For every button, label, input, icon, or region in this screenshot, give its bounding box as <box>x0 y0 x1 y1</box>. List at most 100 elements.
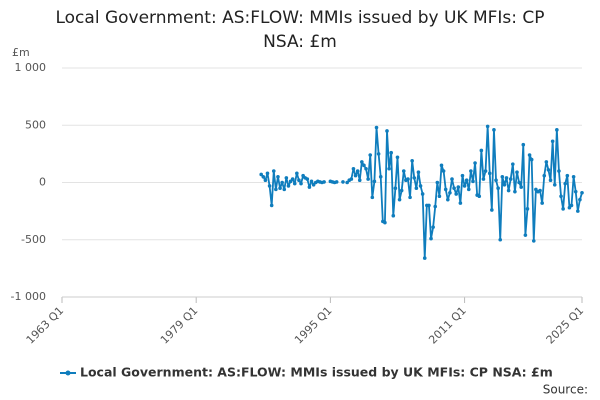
legend-label: Local Government: AS:FLOW: MMIs issued b… <box>80 365 553 380</box>
data-point <box>542 173 547 178</box>
data-point <box>565 173 570 178</box>
data-point <box>508 177 513 181</box>
data-point <box>378 174 383 179</box>
data-point <box>435 180 440 185</box>
data-point <box>479 148 484 153</box>
data-point <box>521 142 526 147</box>
data-point <box>290 177 295 181</box>
data-point <box>372 179 377 184</box>
data-point <box>473 161 477 165</box>
data-point <box>550 139 555 144</box>
data-point <box>401 169 406 173</box>
data-point <box>259 172 263 177</box>
data-point <box>429 236 433 241</box>
data-point <box>525 207 530 211</box>
x-tick-label: 1995 Q1 <box>292 304 335 347</box>
data-point <box>519 185 523 189</box>
data-point <box>456 185 461 189</box>
data-point <box>448 191 452 195</box>
data-point <box>389 150 393 155</box>
data-point <box>276 174 280 179</box>
legend-marker <box>65 370 71 376</box>
data-point <box>341 180 345 184</box>
data-point <box>534 187 538 192</box>
data-point <box>271 169 276 173</box>
data-point <box>452 186 456 191</box>
data-point <box>357 178 362 183</box>
data-point <box>360 160 364 164</box>
data-point <box>567 205 572 210</box>
data-point <box>301 173 305 178</box>
data-point <box>446 197 450 202</box>
data-point <box>502 182 507 187</box>
data-point <box>282 187 287 192</box>
y-tick-label: 500 <box>25 118 46 131</box>
data-point <box>559 194 563 199</box>
data-point <box>538 188 542 193</box>
data-point <box>307 185 312 189</box>
data-point <box>427 203 431 208</box>
data-point <box>552 182 557 187</box>
data-point <box>391 213 396 218</box>
data-point <box>422 256 427 260</box>
data-point <box>362 163 366 168</box>
data-point <box>288 179 293 184</box>
data-point <box>345 180 349 185</box>
data-point <box>443 187 448 192</box>
data-point <box>487 171 492 176</box>
data-point <box>477 194 482 199</box>
data-point <box>410 158 414 163</box>
data-point <box>546 168 551 172</box>
data-point <box>555 128 559 132</box>
data-point <box>280 180 284 185</box>
data-point <box>540 201 544 205</box>
data-point <box>450 177 454 181</box>
data-point <box>284 176 289 180</box>
y-tick-label: 0 <box>39 176 46 189</box>
data-point <box>351 166 356 171</box>
data-point <box>353 173 358 178</box>
x-tick-label: 2011 Q1 <box>426 304 469 347</box>
data-point <box>523 233 528 237</box>
data-point <box>322 180 326 184</box>
data-point <box>334 180 339 184</box>
x-tick-label: 1979 Q1 <box>158 304 201 347</box>
data-point <box>412 176 417 180</box>
data-point <box>494 178 498 183</box>
data-point <box>571 174 576 179</box>
data-point <box>492 128 496 132</box>
data-point <box>368 153 373 157</box>
data-point <box>418 184 423 188</box>
data-point <box>580 191 584 195</box>
data-point <box>261 174 266 179</box>
data-point <box>408 195 412 200</box>
data-point <box>483 169 488 173</box>
data-point <box>464 178 469 183</box>
data-point <box>496 186 500 191</box>
source: Source: <box>543 383 588 397</box>
data-point <box>397 197 402 202</box>
data-point <box>578 197 582 202</box>
data-point <box>462 184 467 188</box>
data-point <box>471 179 475 184</box>
data-point <box>311 182 316 187</box>
data-point <box>576 209 580 213</box>
data-point <box>349 177 354 181</box>
data-point <box>364 166 368 171</box>
data-point <box>573 189 578 194</box>
data-point <box>437 194 442 199</box>
data-point <box>286 184 291 188</box>
data-point <box>460 173 465 178</box>
data-point <box>299 181 303 186</box>
data-point <box>500 174 505 179</box>
data-point <box>269 203 274 208</box>
data-point <box>529 157 534 162</box>
y-tick-label: -500 <box>21 233 46 246</box>
y-unit: £m <box>12 46 30 59</box>
data-point <box>374 125 379 130</box>
data-point <box>544 160 549 164</box>
series-line <box>260 125 583 259</box>
data-point <box>399 188 404 193</box>
data-point <box>513 189 517 194</box>
